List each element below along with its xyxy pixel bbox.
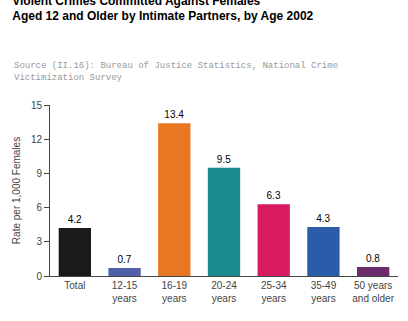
svg-text:Violent Crimes Committed Again: Violent Crimes Committed Against Females… — [12, 0, 313, 23]
svg-text:20-24years: 20-24years — [211, 280, 237, 304]
svg-text:35-49years: 35-49years — [311, 280, 337, 304]
svg-text:12-15years: 12-15years — [112, 280, 138, 304]
svg-text:3: 3 — [36, 236, 42, 247]
svg-text:25-34years: 25-34years — [261, 280, 287, 304]
svg-text:9: 9 — [36, 168, 42, 179]
svg-text:Rate per 1,000 Females: Rate per 1,000 Females — [11, 137, 22, 244]
svg-text:16-19years: 16-19years — [162, 280, 188, 304]
svg-text:0: 0 — [36, 271, 42, 282]
svg-text:12: 12 — [31, 134, 43, 145]
svg-text:4.3: 4.3 — [316, 213, 330, 224]
svg-text:6.3: 6.3 — [267, 190, 281, 201]
svg-text:13.4: 13.4 — [164, 109, 184, 120]
svg-text:Total: Total — [64, 280, 85, 291]
svg-text:4.2: 4.2 — [68, 214, 82, 225]
svg-text:0.8: 0.8 — [366, 253, 380, 264]
svg-text:15: 15 — [31, 100, 43, 111]
svg-text:50 yearsand older: 50 yearsand older — [352, 280, 394, 304]
svg-text:9.5: 9.5 — [217, 154, 231, 165]
svg-text:6: 6 — [36, 202, 42, 213]
svg-text:0.7: 0.7 — [117, 254, 131, 265]
svg-text:Source (II.16): Bureau of Just: Source (II.16): Bureau of Justice Statis… — [14, 61, 338, 83]
